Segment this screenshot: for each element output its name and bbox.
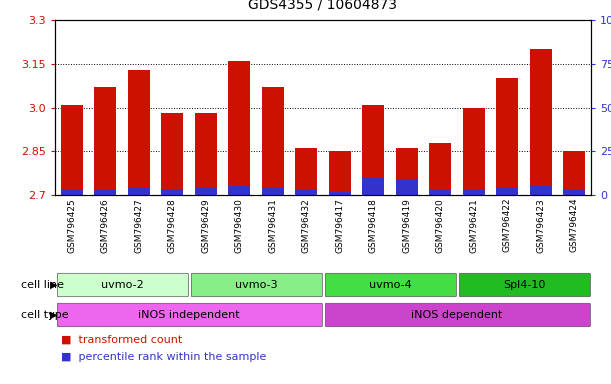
Text: cell line: cell line [21,280,64,290]
Bar [128,188,150,195]
Bar [463,190,485,195]
Bar [496,188,518,195]
Text: cell type: cell type [21,310,69,320]
Text: uvmo-3: uvmo-3 [235,280,277,290]
FancyBboxPatch shape [325,303,590,327]
Bar [463,108,485,195]
FancyBboxPatch shape [191,273,323,297]
Bar [229,61,250,195]
Bar [430,190,451,195]
Bar [329,192,351,195]
Bar [61,104,82,195]
FancyBboxPatch shape [459,273,590,297]
Text: uvmo-2: uvmo-2 [101,280,144,290]
Bar [329,151,351,195]
Bar [563,151,585,195]
Text: iNOS independent: iNOS independent [138,310,240,320]
Bar [396,148,418,195]
Bar [195,113,217,195]
Bar [295,190,317,195]
Bar [94,190,116,195]
FancyBboxPatch shape [57,303,323,327]
Text: ▶: ▶ [50,310,57,320]
Bar [496,78,518,195]
Text: GDS4355 / 10604873: GDS4355 / 10604873 [249,0,398,12]
Bar [161,113,183,195]
Bar [362,177,384,195]
Text: ▶: ▶ [50,280,57,290]
Bar [530,186,552,195]
Bar [94,87,116,195]
Bar [61,190,82,195]
Bar [430,142,451,195]
Bar [362,104,384,195]
Text: iNOS dependent: iNOS dependent [411,310,503,320]
Text: uvmo-4: uvmo-4 [368,280,411,290]
FancyBboxPatch shape [325,273,456,297]
Text: Spl4-10: Spl4-10 [503,280,545,290]
Bar [161,190,183,195]
Bar [262,188,284,195]
Text: ■  transformed count: ■ transformed count [61,335,182,345]
Bar [128,70,150,195]
Bar [262,87,284,195]
FancyBboxPatch shape [57,273,188,297]
Bar [295,148,317,195]
Bar [530,49,552,195]
Text: ■  percentile rank within the sample: ■ percentile rank within the sample [61,352,266,362]
Bar [563,190,585,195]
Bar [396,179,418,195]
Bar [195,188,217,195]
Bar [229,186,250,195]
